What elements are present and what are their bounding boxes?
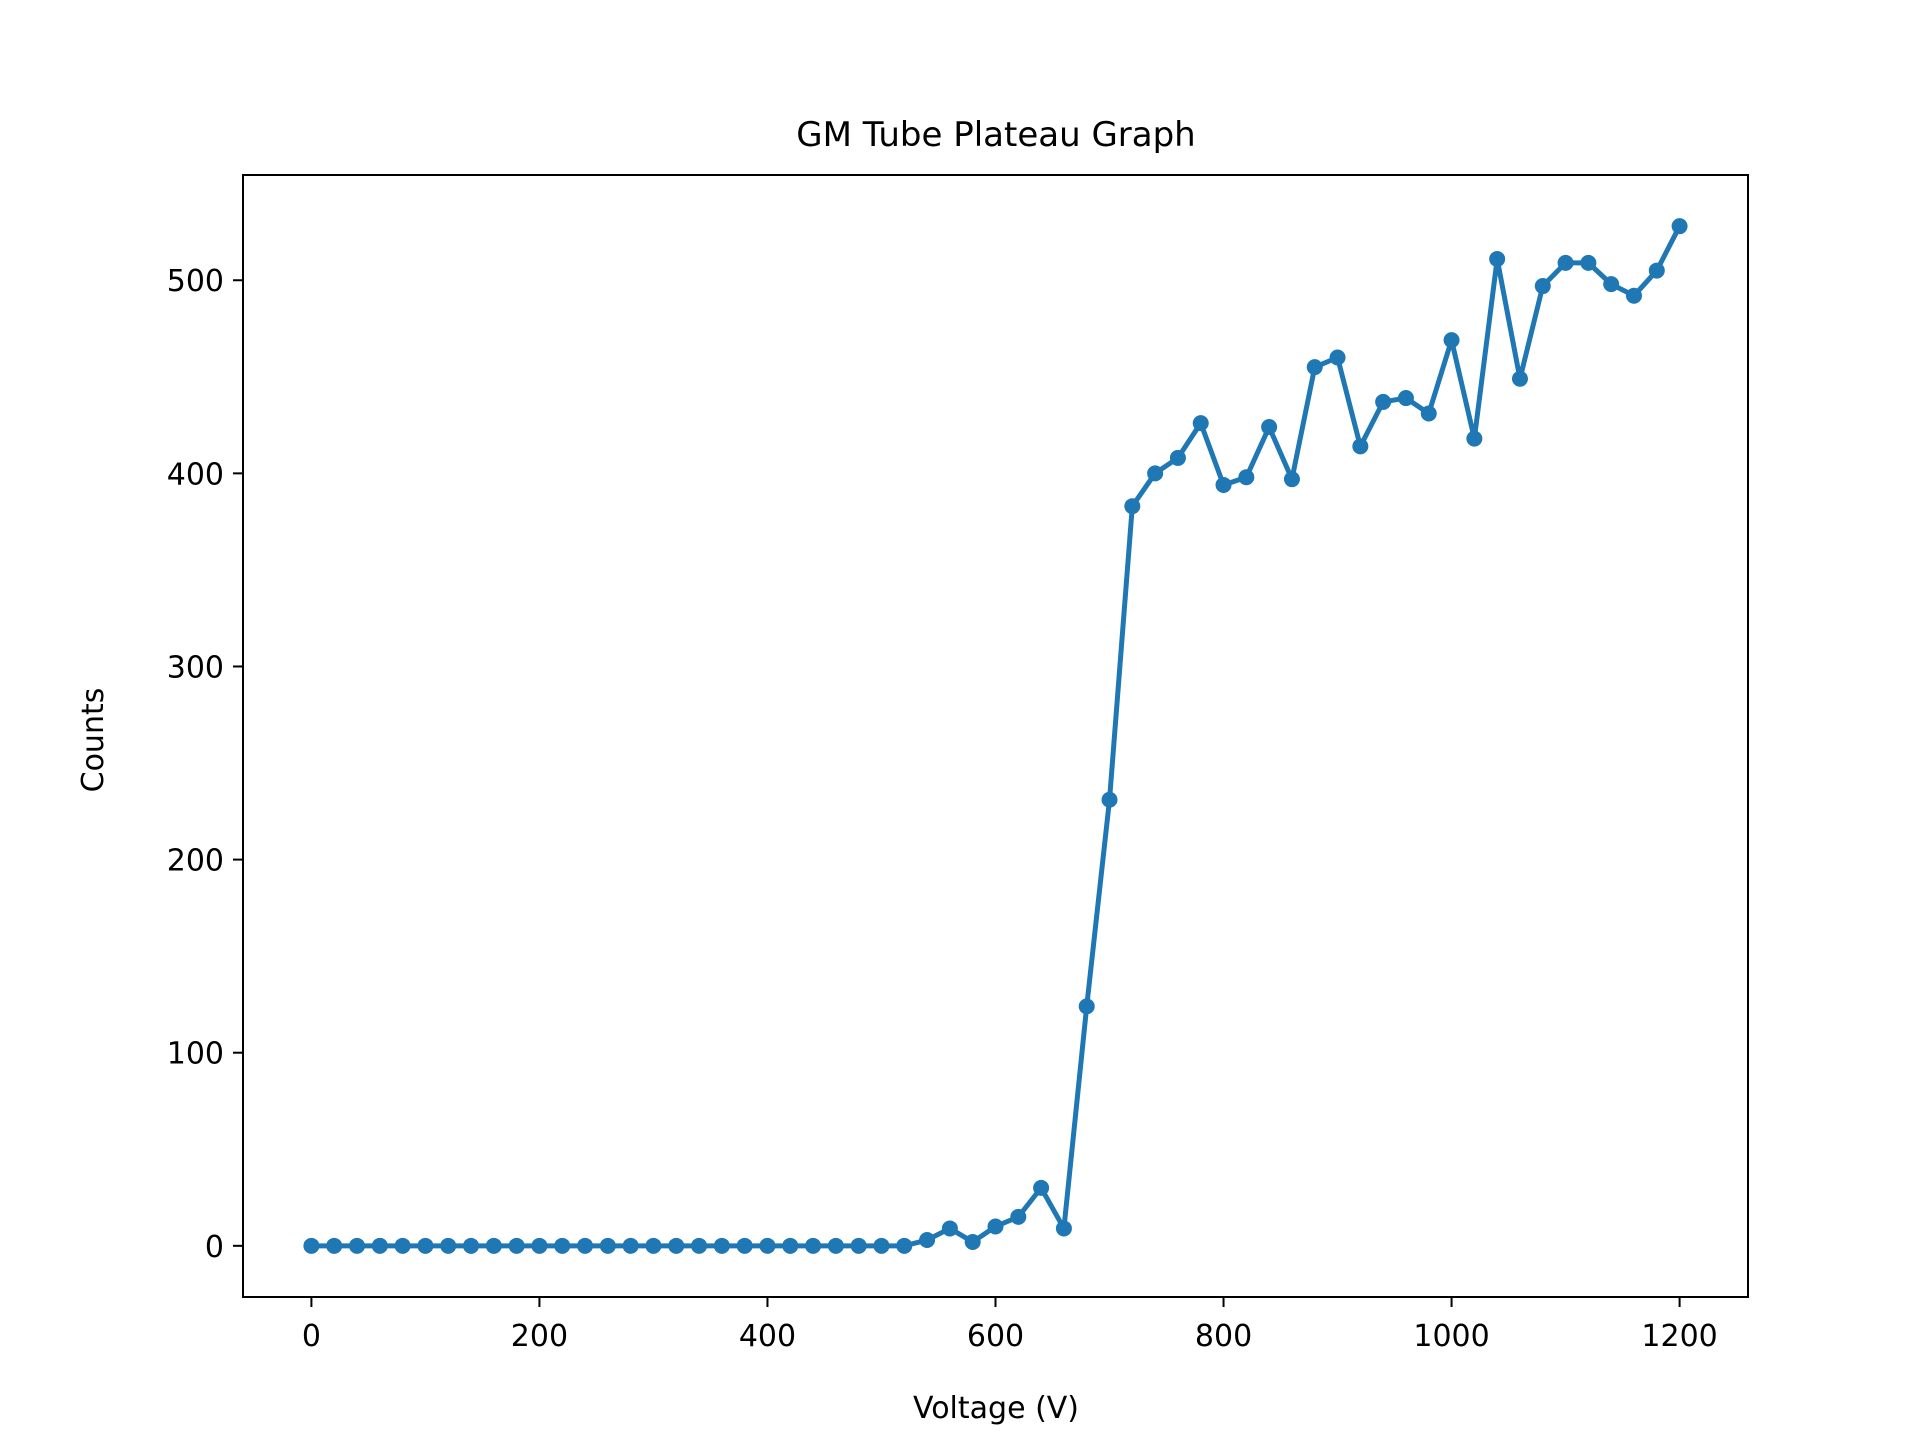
data-point xyxy=(1169,449,1186,466)
x-tick-label: 600 xyxy=(967,1319,1024,1354)
data-point xyxy=(964,1233,981,1250)
y-axis-label: Counts xyxy=(76,688,111,793)
y-tick-label: 200 xyxy=(167,844,224,879)
data-point xyxy=(850,1237,867,1254)
plot-area xyxy=(303,218,1688,1254)
data-point xyxy=(645,1237,662,1254)
data-point xyxy=(1215,476,1232,493)
data-point xyxy=(440,1237,457,1254)
y-tick-label: 0 xyxy=(205,1230,224,1265)
data-point xyxy=(987,1218,1004,1235)
data-point xyxy=(577,1237,594,1254)
data-point xyxy=(1511,370,1528,387)
data-point xyxy=(713,1237,730,1254)
data-point xyxy=(759,1237,776,1254)
data-point xyxy=(668,1237,685,1254)
data-point xyxy=(1124,498,1141,515)
data-point xyxy=(1238,469,1255,486)
data-point xyxy=(691,1237,708,1254)
data-point xyxy=(1557,254,1574,271)
data-point xyxy=(1489,251,1506,268)
data-point xyxy=(1078,998,1095,1015)
data-point xyxy=(736,1237,753,1254)
data-point xyxy=(1671,218,1688,235)
y-tick-label: 100 xyxy=(167,1037,224,1072)
chart-title: GM Tube Plateau Graph xyxy=(796,115,1195,155)
data-point xyxy=(1534,278,1551,295)
axes-frame xyxy=(242,174,1749,1298)
x-tick-label: 1200 xyxy=(1641,1319,1717,1354)
x-tick-label: 200 xyxy=(511,1319,568,1354)
data-point xyxy=(1192,415,1209,432)
data-point xyxy=(1625,287,1642,304)
y-tick-label: 500 xyxy=(167,264,224,299)
x-tick-label: 400 xyxy=(739,1319,796,1354)
data-point xyxy=(485,1237,502,1254)
data-point xyxy=(1261,419,1278,436)
data-point xyxy=(1306,359,1323,376)
data-point xyxy=(1010,1208,1027,1225)
data-point xyxy=(394,1237,411,1254)
data-point xyxy=(873,1237,890,1254)
data-point xyxy=(349,1237,366,1254)
x-tick-label: 1000 xyxy=(1413,1319,1489,1354)
data-point xyxy=(417,1237,434,1254)
data-point xyxy=(1466,430,1483,447)
data-point xyxy=(1603,276,1620,293)
data-point xyxy=(805,1237,822,1254)
data-point xyxy=(463,1237,480,1254)
data-point xyxy=(1443,332,1460,349)
data-point xyxy=(1033,1179,1050,1196)
data-point xyxy=(326,1237,343,1254)
x-tick-label: 0 xyxy=(302,1319,321,1354)
x-axis-label: Voltage (V) xyxy=(913,1391,1079,1426)
data-point xyxy=(827,1237,844,1254)
data-point xyxy=(531,1237,548,1254)
data-point xyxy=(782,1237,799,1254)
data-point xyxy=(1329,349,1346,366)
data-point xyxy=(599,1237,616,1254)
data-point xyxy=(622,1237,639,1254)
data-point xyxy=(941,1220,958,1237)
x-tick-label: 800 xyxy=(1195,1319,1252,1354)
data-point xyxy=(303,1237,320,1254)
data-point xyxy=(1580,254,1597,271)
axis-ticks: 0 200 400 600 800 1000 1200 0 100 200 300 400 500 xyxy=(167,264,1718,1354)
data-point xyxy=(371,1237,388,1254)
data-point xyxy=(554,1237,571,1254)
data-point xyxy=(1101,791,1118,808)
data-point xyxy=(1352,438,1369,455)
data-point xyxy=(1375,393,1392,410)
data-point xyxy=(896,1237,913,1254)
data-point xyxy=(1147,465,1164,482)
y-tick-label: 300 xyxy=(167,650,224,685)
data-point xyxy=(1420,405,1437,422)
data-point xyxy=(1283,471,1300,488)
data-point xyxy=(1055,1220,1072,1237)
y-tick-label: 400 xyxy=(167,457,224,492)
data-point xyxy=(1648,262,1665,279)
data-point xyxy=(919,1232,936,1249)
data-point xyxy=(1397,390,1414,407)
data-point xyxy=(508,1237,525,1254)
